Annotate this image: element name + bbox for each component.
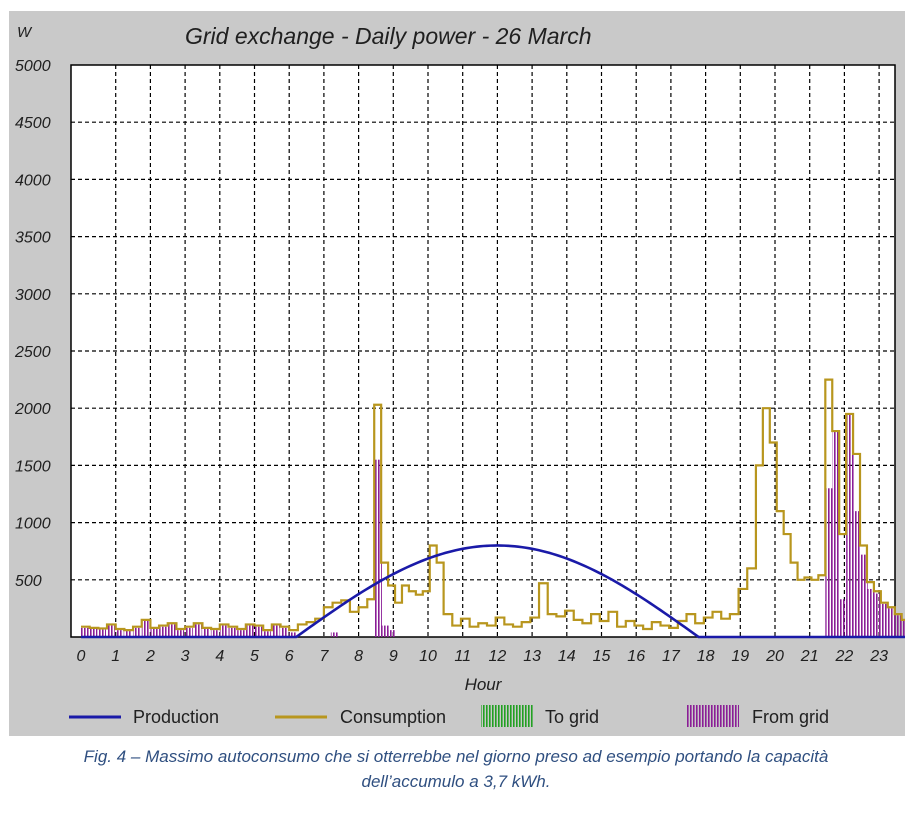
chart-figure: W Grid exchange - Daily power - 26 March… <box>9 11 905 736</box>
x-tick-label: 11 <box>454 648 471 665</box>
x-axis-label: Hour <box>465 675 503 694</box>
caption-line-2: dell’accumulo a 3,7 kWh. <box>361 772 551 791</box>
from-grid-bar <box>237 630 245 637</box>
from-grid-bar <box>846 413 854 637</box>
x-tick-label: 23 <box>869 648 888 665</box>
from-grid-bar <box>245 625 254 637</box>
chart-title: Grid exchange - Daily power - 26 March <box>185 23 592 49</box>
x-tick-label: 16 <box>627 648 645 665</box>
x-tick-label: 18 <box>697 648 715 665</box>
x-axis-ticks: 0 1 2 3 4 5 6 7 8 9 10 11 12 13 14 15 16 17 18 19 20 21 22 23 <box>77 648 889 665</box>
from-grid-bar <box>832 431 840 637</box>
y-tick-label: 3000 <box>15 287 51 304</box>
legend-swatch-from-grid <box>687 705 739 727</box>
y-tick-label: 3500 <box>15 230 51 247</box>
from-grid-bar <box>330 632 339 637</box>
from-grid-bar <box>289 632 297 637</box>
from-grid-bar <box>133 627 141 637</box>
from-grid-bar <box>228 627 237 637</box>
from-grid-bar <box>89 628 98 637</box>
caption-line-1: Fig. 4 – Massimo autoconsumo che si otte… <box>83 747 829 766</box>
from-grid-bar <box>271 625 280 637</box>
x-tick-label: 15 <box>593 648 611 665</box>
legend-label-to-grid: To grid <box>545 707 599 727</box>
x-tick-label: 17 <box>662 648 681 665</box>
x-tick-label: 14 <box>558 648 576 665</box>
x-tick-label: 10 <box>419 648 437 665</box>
x-tick-label: 1 <box>111 648 120 665</box>
from-grid-bar <box>866 588 875 637</box>
from-grid-bar <box>825 488 833 637</box>
x-tick-label: 7 <box>319 648 329 665</box>
chart: W Grid exchange - Daily power - 26 March… <box>14 23 905 727</box>
x-tick-label: 8 <box>354 648 363 665</box>
from-grid-bar <box>159 626 167 637</box>
y-unit-label: W <box>17 24 33 41</box>
y-tick-label: 5000 <box>15 58 51 75</box>
x-tick-label: 20 <box>765 648 784 665</box>
x-tick-label: 22 <box>835 648 854 665</box>
from-grid-bar <box>839 599 847 637</box>
from-grid-bar <box>860 554 868 637</box>
y-tick-label: 4000 <box>15 172 51 189</box>
legend-swatch-to-grid <box>481 705 533 727</box>
from-grid-bar <box>167 624 176 637</box>
from-grid-bar <box>880 603 889 637</box>
legend-label-from-grid: From grid <box>752 707 829 727</box>
from-grid-bars <box>81 413 905 637</box>
from-grid-bar <box>150 628 159 637</box>
from-grid-bar <box>853 511 861 637</box>
y-axis-ticks: 500 1000 1500 2000 2500 3000 3500 4000 4500 5000 <box>14 58 51 590</box>
from-grid-bar <box>873 593 882 637</box>
from-grid-bar <box>887 608 896 637</box>
legend: Production Consumption To grid From grid <box>69 705 829 727</box>
series-lines <box>81 378 905 639</box>
legend-label-consumption: Consumption <box>340 707 446 727</box>
y-tick-label: 2000 <box>14 401 51 418</box>
from-grid-bar <box>81 627 89 637</box>
from-grid-bar <box>374 459 382 637</box>
consumption-line <box>81 378 905 632</box>
y-tick-label: 500 <box>15 573 42 590</box>
from-grid-bar <box>254 626 263 637</box>
y-tick-label: 1500 <box>15 458 51 475</box>
production-line <box>81 544 905 639</box>
x-tick-label: 5 <box>250 648 259 665</box>
x-tick-label: 13 <box>523 648 541 665</box>
from-grid-bar <box>98 629 107 637</box>
from-grid-bar <box>176 630 185 637</box>
x-tick-label: 9 <box>389 648 398 665</box>
x-tick-label: 21 <box>800 648 819 665</box>
from-grid-bar <box>219 625 228 637</box>
from-grid-bar <box>894 615 903 637</box>
y-tick-label: 2500 <box>14 344 51 361</box>
x-tick-label: 19 <box>731 648 749 665</box>
from-grid-bar <box>107 625 115 637</box>
x-tick-label: 6 <box>285 648 294 665</box>
x-tick-label: 4 <box>215 648 224 665</box>
x-tick-label: 12 <box>489 648 507 665</box>
x-tick-label: 3 <box>181 648 190 665</box>
x-tick-label: 0 <box>77 648 86 665</box>
from-grid-bar <box>185 627 193 637</box>
y-tick-label: 1000 <box>15 516 51 533</box>
from-grid-bar <box>141 620 150 637</box>
from-grid-bar <box>901 620 905 637</box>
from-grid-bar <box>211 630 219 637</box>
from-grid-bar <box>280 627 289 637</box>
from-grid-bar <box>388 630 396 637</box>
x-tick-label: 2 <box>145 648 155 665</box>
from-grid-bar <box>381 625 389 637</box>
from-grid-bar <box>202 628 211 637</box>
legend-label-production: Production <box>133 707 219 727</box>
from-grid-bar <box>263 631 271 637</box>
from-grid-bar <box>193 624 202 637</box>
from-grid-bar <box>124 630 133 637</box>
from-grid-bar <box>115 630 124 637</box>
figure-caption: Fig. 4 – Massimo autoconsumo che si otte… <box>0 744 912 794</box>
y-tick-label: 4500 <box>15 115 51 132</box>
